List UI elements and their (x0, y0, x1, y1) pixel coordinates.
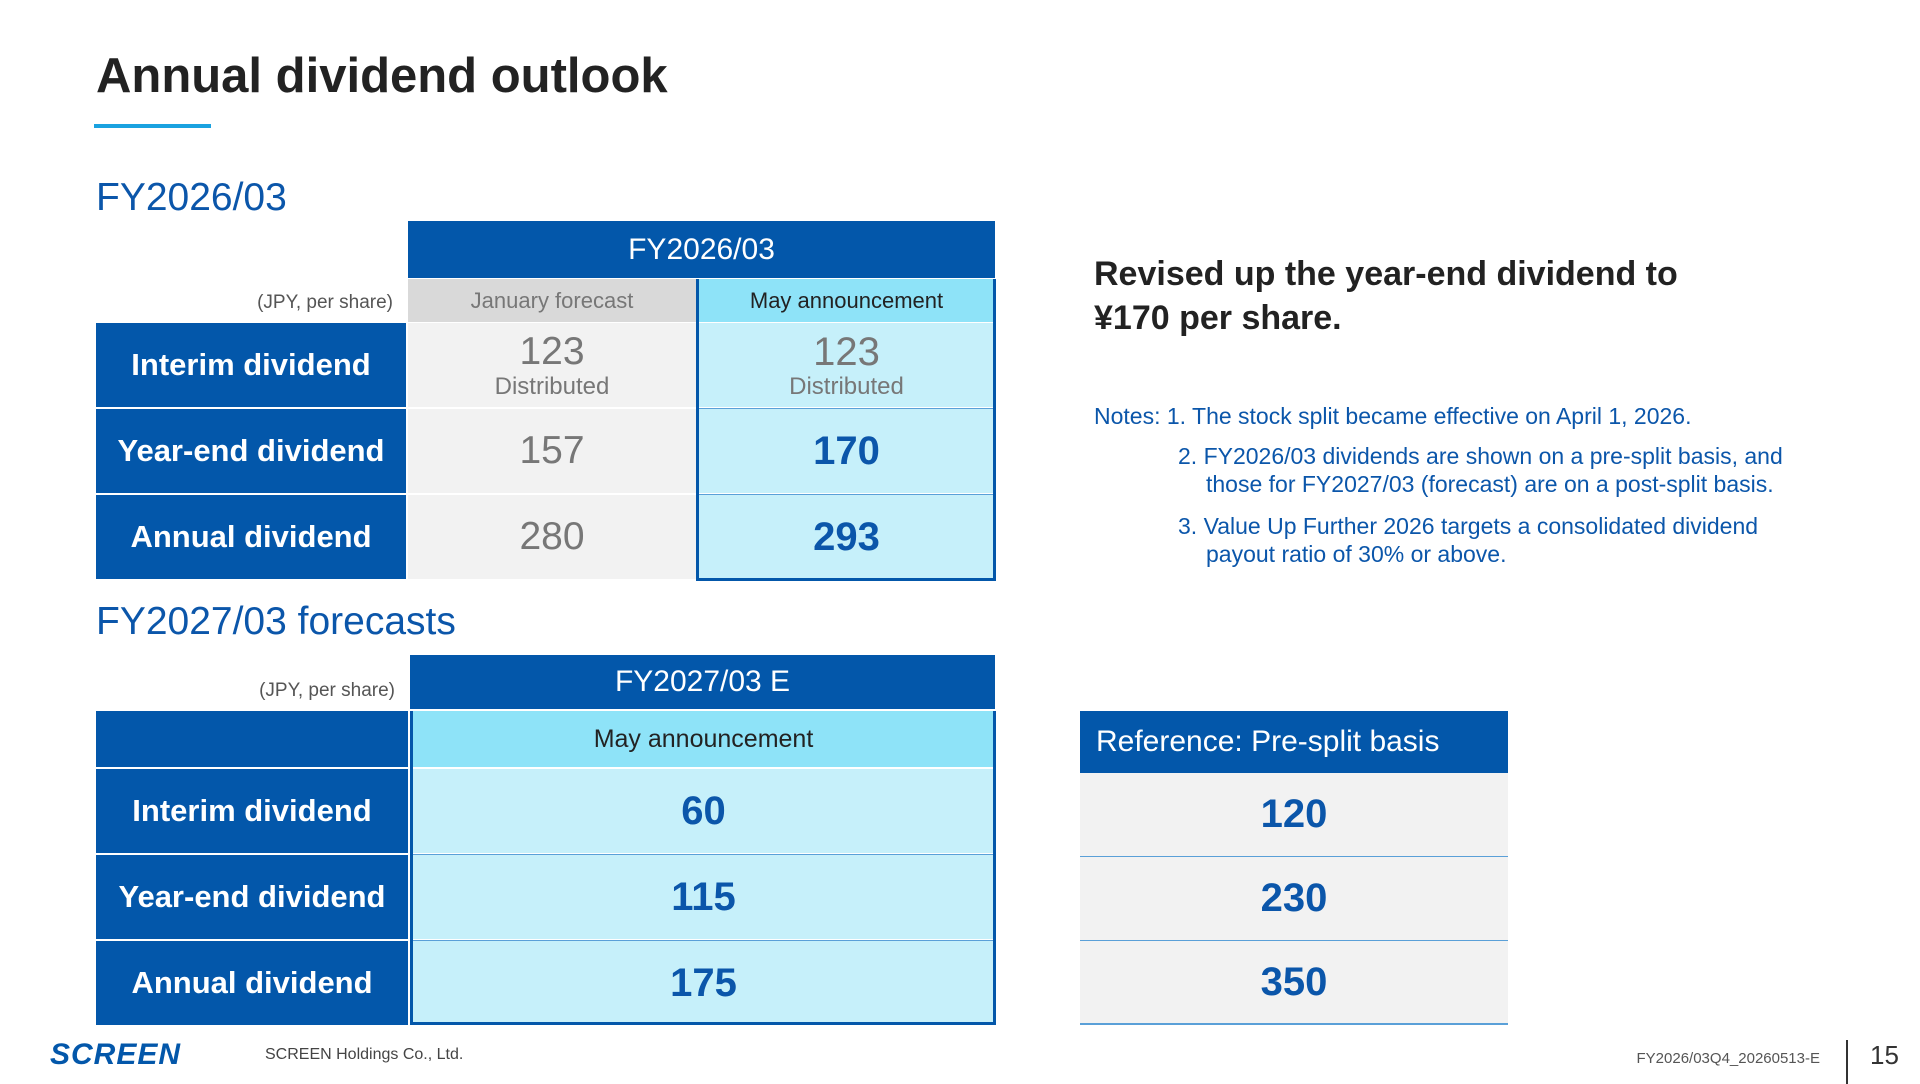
col-header-january-forecast: January forecast (408, 279, 696, 322)
jan-interim-cell: 123 Distributed (408, 323, 696, 407)
fy2027-row-label-year-end: Year-end dividend (96, 855, 408, 939)
row-divider (412, 940, 995, 941)
footer-separator (1846, 1040, 1848, 1084)
col-header-may-announcement: May announcement (698, 279, 995, 322)
fy2027-col-header-may: May announcement (412, 711, 995, 767)
fy2027-year-end-value: 115 (412, 855, 995, 939)
may-year-end-value: 170 (698, 409, 995, 493)
page-number: 15 (1870, 1040, 1899, 1070)
may-annual-value: 293 (698, 495, 995, 579)
note-3-line-2: payout ratio of 30% or above. (1206, 541, 1507, 567)
row-label-year-end: Year-end dividend (96, 409, 406, 493)
row-divider (412, 854, 995, 855)
page-title: Annual dividend outlook (96, 49, 668, 103)
jan-interim-status: Distributed (494, 373, 610, 400)
jan-annual-value: 280 (408, 495, 696, 579)
reference-value-interim: 120 (1080, 773, 1508, 857)
fy2026-table-header: FY2026/03 (408, 221, 995, 278)
reference-value-year-end: 230 (1080, 857, 1508, 941)
note-1: Notes: 1. The stock split became effecti… (1094, 403, 1692, 429)
may-interim-cell: 123 Distributed (698, 323, 995, 407)
fy2027-row-label-interim: Interim dividend (96, 769, 408, 853)
row-divider (698, 494, 995, 495)
reference-header: Reference: Pre-split basis (1080, 711, 1508, 773)
headline-text: Revised up the year-end dividend to ¥170… (1094, 255, 1678, 337)
may-interim-value: 123 (813, 330, 880, 374)
footer-document-code: FY2026/03Q4_20260513-E (1636, 1050, 1820, 1067)
note-2-line-2: those for FY2027/03 (forecast) are on a … (1206, 471, 1774, 497)
fy2026-unit-label: (JPY, per share) (257, 292, 393, 313)
company-logo: SCREEN (50, 1038, 182, 1071)
fy2027-annual-value: 175 (412, 941, 995, 1025)
fy2027-row-label-annual: Annual dividend (96, 941, 408, 1025)
section-title-fy2027: FY2027/03 forecasts (96, 600, 456, 643)
jan-year-end-value: 157 (408, 409, 696, 493)
fy2027-interim-value: 60 (412, 769, 995, 853)
note-3-line-1: 3. Value Up Further 2026 targets a conso… (1178, 513, 1759, 539)
footer-company-name: SCREEN Holdings Co., Ltd. (265, 1046, 464, 1063)
may-interim-status: Distributed (789, 373, 904, 400)
jan-interim-value: 123 (519, 330, 585, 373)
fy2027-table-header: FY2027/03 E (410, 655, 995, 709)
fy2027-corner-cell (96, 711, 408, 767)
row-label-interim: Interim dividend (96, 323, 406, 407)
fy2027-unit-label: (JPY, per share) (259, 680, 395, 701)
title-underline (94, 124, 211, 128)
row-divider (698, 408, 995, 409)
section-title-fy2026: FY2026/03 (96, 176, 287, 219)
reference-value-annual: 350 (1080, 941, 1508, 1025)
note-2-line-1: 2. FY2026/03 dividends are shown on a pr… (1178, 443, 1783, 469)
row-label-annual: Annual dividend (96, 495, 406, 579)
